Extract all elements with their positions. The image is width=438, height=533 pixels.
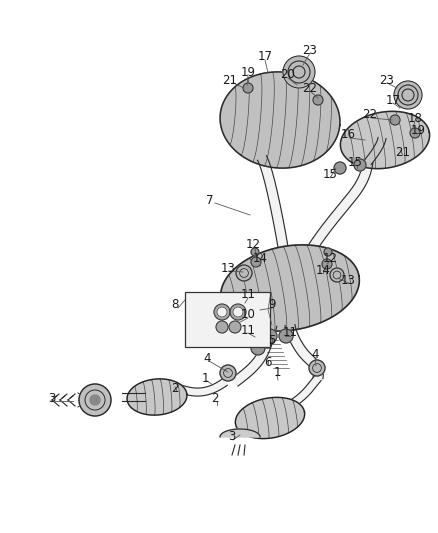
Text: 6: 6 xyxy=(264,356,272,368)
Text: 19: 19 xyxy=(240,66,255,78)
Circle shape xyxy=(230,304,246,320)
Text: 3: 3 xyxy=(48,392,56,405)
Circle shape xyxy=(390,115,400,125)
Text: 4: 4 xyxy=(311,349,319,361)
Circle shape xyxy=(410,128,420,138)
Polygon shape xyxy=(365,138,386,165)
Text: 11: 11 xyxy=(240,288,255,302)
Text: 17: 17 xyxy=(258,51,272,63)
Circle shape xyxy=(279,329,293,343)
Circle shape xyxy=(216,321,228,333)
FancyBboxPatch shape xyxy=(185,292,270,347)
Polygon shape xyxy=(122,393,145,401)
Polygon shape xyxy=(177,379,227,396)
Circle shape xyxy=(309,360,325,376)
Text: 23: 23 xyxy=(303,44,318,56)
Circle shape xyxy=(243,83,253,93)
Text: 11: 11 xyxy=(283,327,297,340)
Text: 16: 16 xyxy=(340,128,356,141)
Text: 10: 10 xyxy=(240,309,255,321)
Circle shape xyxy=(324,248,332,256)
Text: 20: 20 xyxy=(281,69,296,82)
Text: 22: 22 xyxy=(363,109,378,122)
Circle shape xyxy=(236,265,252,281)
Circle shape xyxy=(233,307,243,317)
Text: 12: 12 xyxy=(322,252,338,264)
Circle shape xyxy=(313,95,323,105)
Text: 21: 21 xyxy=(223,74,237,86)
Text: 23: 23 xyxy=(380,74,395,86)
Text: 13: 13 xyxy=(221,262,236,274)
Text: 2: 2 xyxy=(211,392,219,405)
Text: 7: 7 xyxy=(206,193,214,206)
Polygon shape xyxy=(283,376,321,411)
Text: 2: 2 xyxy=(171,382,179,394)
Circle shape xyxy=(90,395,100,405)
Circle shape xyxy=(322,259,332,269)
Circle shape xyxy=(217,307,227,317)
Polygon shape xyxy=(220,429,260,437)
Circle shape xyxy=(283,56,315,88)
Polygon shape xyxy=(340,111,430,168)
Circle shape xyxy=(229,321,241,333)
Text: 9: 9 xyxy=(268,298,276,311)
Text: 13: 13 xyxy=(341,273,356,287)
Text: 21: 21 xyxy=(396,146,410,158)
Polygon shape xyxy=(300,161,373,262)
Circle shape xyxy=(79,384,111,416)
Polygon shape xyxy=(220,72,340,168)
Text: 15: 15 xyxy=(322,168,337,182)
Text: 3: 3 xyxy=(228,431,236,443)
Text: 19: 19 xyxy=(410,124,425,136)
Polygon shape xyxy=(285,325,323,379)
Text: 1: 1 xyxy=(273,366,281,378)
Text: 5: 5 xyxy=(268,334,276,346)
Polygon shape xyxy=(258,156,290,261)
Text: 22: 22 xyxy=(303,82,318,94)
Circle shape xyxy=(354,159,366,171)
Text: 12: 12 xyxy=(246,238,261,252)
Text: 1: 1 xyxy=(201,372,209,384)
Circle shape xyxy=(394,81,422,109)
Text: 14: 14 xyxy=(252,252,268,264)
Text: 18: 18 xyxy=(408,111,422,125)
Circle shape xyxy=(330,268,344,282)
Text: 11: 11 xyxy=(240,324,255,336)
Polygon shape xyxy=(232,324,277,386)
Circle shape xyxy=(220,365,236,381)
Circle shape xyxy=(263,329,277,343)
Text: 17: 17 xyxy=(385,93,400,107)
Text: 8: 8 xyxy=(171,298,179,311)
Circle shape xyxy=(334,162,346,174)
Circle shape xyxy=(251,341,265,355)
Circle shape xyxy=(251,248,259,256)
Text: 15: 15 xyxy=(348,156,362,168)
Text: 14: 14 xyxy=(315,263,331,277)
Polygon shape xyxy=(127,379,187,415)
Polygon shape xyxy=(221,245,359,331)
Text: 4: 4 xyxy=(203,351,211,365)
Circle shape xyxy=(251,257,261,267)
Circle shape xyxy=(214,304,230,320)
Polygon shape xyxy=(235,398,305,439)
